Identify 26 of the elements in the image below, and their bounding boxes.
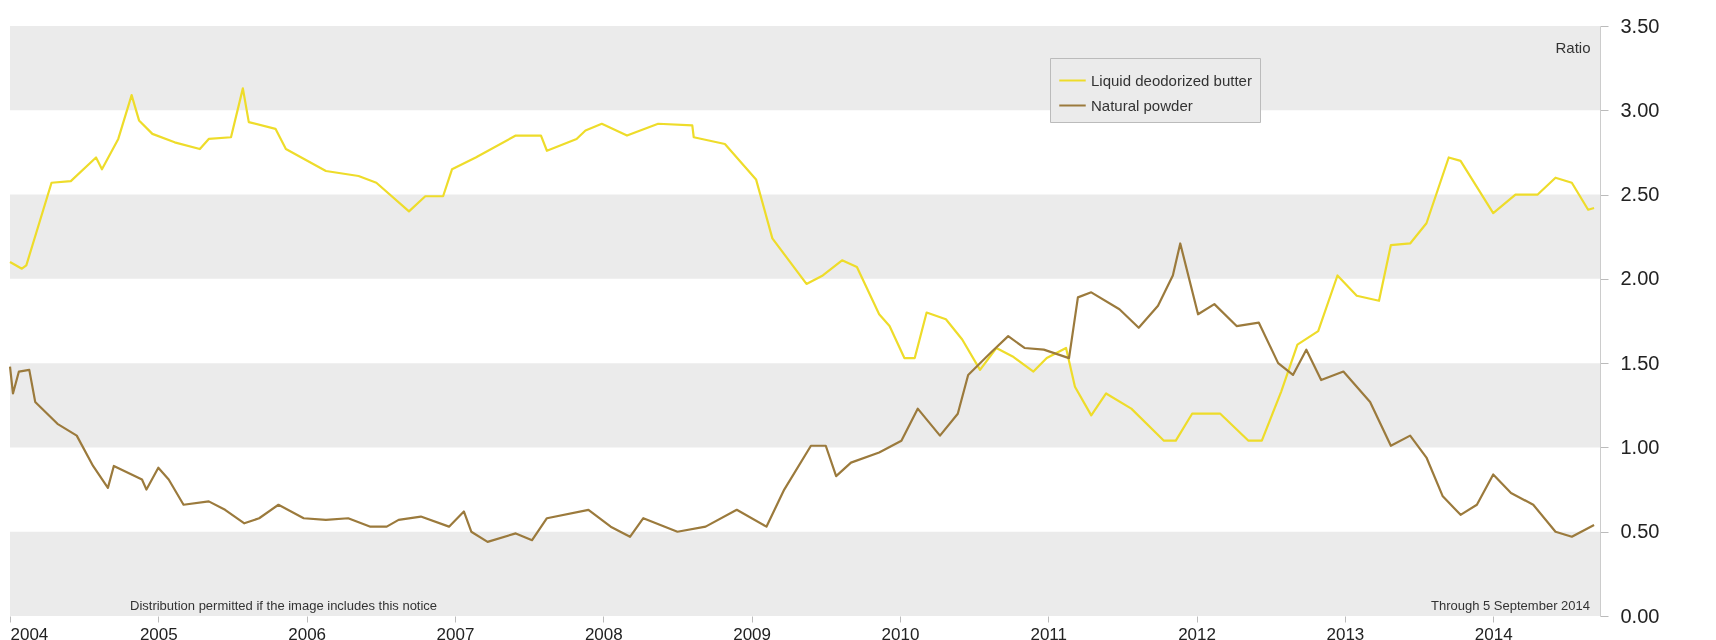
y-tick-label: 2.50 bbox=[1620, 183, 1660, 206]
legend-label: Natural powder bbox=[1091, 96, 1193, 114]
x-tick-label: 2009 bbox=[733, 624, 772, 640]
x-tick-label: 2008 bbox=[584, 624, 623, 640]
x-tick-label: 2006 bbox=[288, 624, 327, 640]
line-series bbox=[8, 242, 1596, 543]
y-axis-title: Ratio bbox=[1555, 38, 1591, 56]
y-tick-label: 0.50 bbox=[1620, 520, 1660, 543]
x-tick-label: 2007 bbox=[436, 624, 475, 640]
x-tick-label: 2005 bbox=[139, 624, 178, 640]
y-tick-label: 3.50 bbox=[1620, 14, 1660, 37]
x-tick-label: 2012 bbox=[1178, 624, 1216, 640]
x-tick-label: 2004 bbox=[10, 624, 49, 640]
y-tick-label: 3.00 bbox=[1620, 98, 1660, 121]
y-tick-label: 0.00 bbox=[1620, 604, 1660, 627]
annotation: Distribution permitted if the image includes this notice bbox=[130, 598, 438, 613]
y-tick-label: 1.00 bbox=[1620, 435, 1660, 458]
legend-label: Liquid deodorized butter bbox=[1091, 71, 1252, 89]
annotation: Through 5 September 2014 bbox=[1431, 598, 1590, 613]
x-tick-label: 2011 bbox=[1030, 624, 1068, 640]
y-tick-label: 1.50 bbox=[1620, 351, 1660, 374]
x-tick-label: 2010 bbox=[881, 624, 920, 640]
y-tick-label: 2.00 bbox=[1620, 267, 1660, 290]
line-series bbox=[8, 87, 1596, 442]
x-tick-label: 2014 bbox=[1474, 624, 1513, 640]
x-tick-label: 2013 bbox=[1326, 624, 1365, 640]
